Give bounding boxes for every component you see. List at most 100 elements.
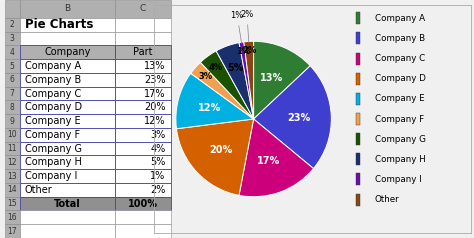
Bar xyxy=(356,193,360,206)
Bar xyxy=(356,113,360,125)
Bar xyxy=(5,128,19,142)
Text: Company D: Company D xyxy=(375,74,426,83)
Wedge shape xyxy=(201,51,254,119)
Text: 2%: 2% xyxy=(240,10,254,19)
Text: 20%: 20% xyxy=(144,102,165,112)
Bar xyxy=(5,87,19,100)
Wedge shape xyxy=(244,41,254,119)
Text: 3%: 3% xyxy=(199,72,213,81)
Wedge shape xyxy=(239,42,254,119)
Text: Company B: Company B xyxy=(25,75,81,85)
Bar xyxy=(356,32,360,45)
Text: 17%: 17% xyxy=(144,89,165,99)
Bar xyxy=(115,73,171,87)
Text: 2%: 2% xyxy=(150,185,165,195)
Text: 13: 13 xyxy=(8,172,17,181)
Text: 5%: 5% xyxy=(227,63,244,73)
Text: C: C xyxy=(140,5,146,13)
Wedge shape xyxy=(254,66,331,169)
Bar xyxy=(356,133,360,145)
Bar xyxy=(5,59,19,73)
Text: Company: Company xyxy=(44,47,91,57)
Bar xyxy=(19,73,115,87)
Bar xyxy=(5,210,19,224)
Bar xyxy=(115,224,171,238)
Bar xyxy=(5,100,19,114)
Text: 9: 9 xyxy=(10,117,15,126)
Bar xyxy=(115,169,171,183)
Bar xyxy=(115,155,171,169)
Text: 2: 2 xyxy=(10,20,15,29)
Text: Company I: Company I xyxy=(25,171,77,181)
Bar xyxy=(19,183,115,197)
Bar xyxy=(115,210,171,224)
Text: 7: 7 xyxy=(10,89,15,98)
Bar xyxy=(115,32,171,45)
Bar xyxy=(115,197,171,210)
Text: 23%: 23% xyxy=(144,75,165,85)
Bar xyxy=(356,153,360,165)
Bar xyxy=(19,32,115,45)
Text: Company B: Company B xyxy=(375,34,425,43)
Text: 23%: 23% xyxy=(287,113,310,123)
Text: Company C: Company C xyxy=(25,89,81,99)
Bar xyxy=(115,100,171,114)
Text: 20%: 20% xyxy=(209,145,232,155)
Bar xyxy=(5,169,19,183)
Text: Total: Total xyxy=(54,198,81,208)
Text: Company D: Company D xyxy=(25,102,82,112)
Text: 5: 5 xyxy=(10,61,15,70)
Bar xyxy=(115,45,171,59)
Text: Company A: Company A xyxy=(25,61,81,71)
Bar xyxy=(5,45,19,59)
Text: 11: 11 xyxy=(8,144,17,153)
Bar xyxy=(5,197,19,210)
Text: 8: 8 xyxy=(10,103,15,112)
Text: Other: Other xyxy=(375,195,400,204)
Text: 1%: 1% xyxy=(230,11,244,20)
Bar xyxy=(19,224,115,238)
Bar xyxy=(19,87,115,100)
Bar xyxy=(5,224,19,238)
Text: 13%: 13% xyxy=(144,61,165,71)
Text: 3: 3 xyxy=(10,34,15,43)
Text: 1%: 1% xyxy=(150,171,165,181)
Text: Company H: Company H xyxy=(25,157,82,167)
Text: 10: 10 xyxy=(8,130,17,139)
Text: Company H: Company H xyxy=(375,155,426,164)
Bar xyxy=(115,87,171,100)
Bar xyxy=(5,142,19,155)
Bar xyxy=(356,73,360,85)
Wedge shape xyxy=(176,119,254,195)
Text: 100%: 100% xyxy=(128,198,158,208)
Text: Company G: Company G xyxy=(375,135,426,144)
Text: Company F: Company F xyxy=(375,114,424,124)
Text: 14: 14 xyxy=(8,185,17,194)
Text: Company E: Company E xyxy=(25,116,80,126)
Bar xyxy=(5,114,19,128)
Text: 17: 17 xyxy=(8,227,17,236)
Bar xyxy=(5,155,19,169)
Wedge shape xyxy=(191,62,254,119)
Bar xyxy=(356,174,360,185)
Bar xyxy=(5,0,19,18)
Bar xyxy=(115,0,171,18)
Text: B: B xyxy=(64,5,71,13)
Wedge shape xyxy=(239,119,313,197)
Bar xyxy=(115,142,171,155)
Bar xyxy=(19,18,115,32)
Bar xyxy=(5,32,19,45)
Text: 12%: 12% xyxy=(144,116,165,126)
Text: 3%: 3% xyxy=(150,130,165,140)
Bar xyxy=(115,18,171,32)
Text: Company A: Company A xyxy=(375,14,425,23)
Text: 2%: 2% xyxy=(242,46,256,55)
Bar xyxy=(115,114,171,128)
Text: 17%: 17% xyxy=(257,156,281,166)
Text: 4%: 4% xyxy=(150,144,165,154)
Text: Part: Part xyxy=(133,47,153,57)
Bar xyxy=(19,100,115,114)
Wedge shape xyxy=(216,43,254,119)
Text: 5%: 5% xyxy=(150,157,165,167)
Bar xyxy=(115,183,171,197)
